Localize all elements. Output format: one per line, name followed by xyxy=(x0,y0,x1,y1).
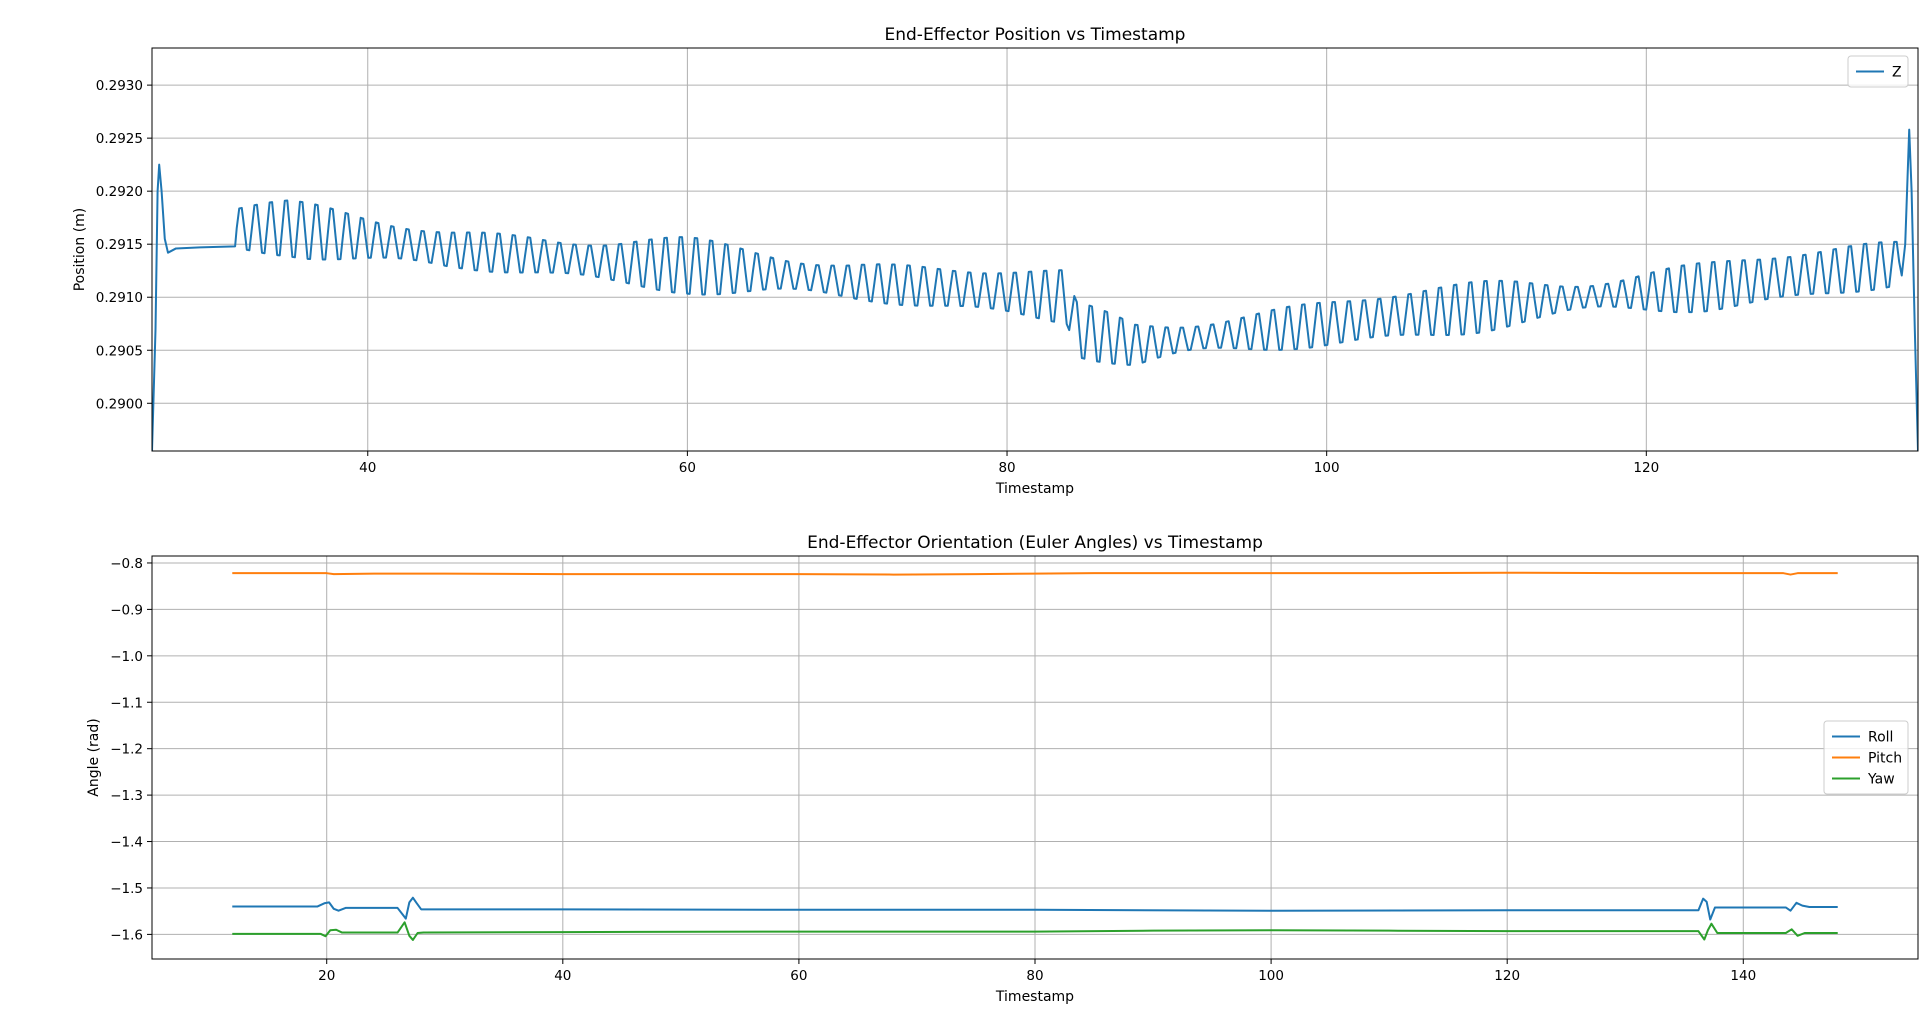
orientation-y-tick-label: −1.4 xyxy=(110,835,143,851)
position-y-tick-label: 0.2915 xyxy=(96,237,143,253)
position-x-tick-label: 60 xyxy=(679,460,696,476)
position-y-tick-label: 0.2900 xyxy=(96,396,143,412)
orientation-y-tick-label: −1.3 xyxy=(110,788,143,804)
orientation-x-tick-label: 60 xyxy=(790,968,807,984)
orientation-x-tick-label: 100 xyxy=(1258,968,1284,984)
orientation-grid xyxy=(152,556,1918,959)
position-plot-frame xyxy=(151,47,1919,452)
orientation-legend: Roll Pitch Yaw xyxy=(1823,720,1909,795)
orientation-series-yaw-line xyxy=(232,921,1838,941)
orientation-series xyxy=(232,571,1838,941)
orientation-x-tick-label: 20 xyxy=(318,968,335,984)
position-chart-title: End-Effector Position vs Timestamp xyxy=(885,25,1186,45)
position-series xyxy=(152,128,1918,451)
position-y-tick-label: 0.2930 xyxy=(96,78,143,94)
orientation-y-tick-label: −1.2 xyxy=(110,742,143,758)
position-x-tick-label: 80 xyxy=(998,460,1015,476)
orientation-chart-title: End-Effector Orientation (Euler Angles) … xyxy=(807,533,1263,553)
orientation-y-axis-label: Angle (rad) xyxy=(86,718,102,796)
position-x-tick-label: 40 xyxy=(359,460,376,476)
orientation-chart: 20 40 60 80 100 120 140 −0.8 −0.9 −1.0 −1.1 −1.2 −1.… xyxy=(86,533,1919,1005)
orientation-legend-label-yaw: Yaw xyxy=(1867,772,1895,788)
orientation-series-pitch-line xyxy=(232,571,1838,576)
position-x-axis-label: Timestamp xyxy=(995,481,1074,497)
orientation-y-tick-label: −1.5 xyxy=(110,881,143,897)
position-legend-label-z: Z xyxy=(1892,65,1902,81)
position-grid xyxy=(152,48,1918,451)
position-legend: Z xyxy=(1847,55,1909,88)
orientation-y-tick-label: −0.8 xyxy=(110,556,143,572)
orientation-y-tick-label: −0.9 xyxy=(110,602,143,618)
orientation-series-roll-line xyxy=(232,896,1838,921)
position-y-tick-label: 0.2925 xyxy=(96,131,143,147)
position-series-z-line xyxy=(152,128,1918,451)
position-y-tick-label: 0.2910 xyxy=(96,290,143,306)
orientation-x-tick-label: 40 xyxy=(554,968,571,984)
orientation-x-axis-label: Timestamp xyxy=(995,989,1074,1005)
orientation-y-tick-label: −1.1 xyxy=(110,695,143,711)
orientation-x-tick-label: 120 xyxy=(1494,968,1520,984)
orientation-legend-label-roll: Roll xyxy=(1868,730,1893,746)
orientation-legend-box xyxy=(1823,720,1909,795)
position-y-tick-label: 0.2905 xyxy=(96,343,143,359)
position-x-tick-label: 120 xyxy=(1633,460,1659,476)
orientation-ticks: 20 40 60 80 100 120 140 −0.8 −0.9 −1.0 −1.1 −1.2 −1.… xyxy=(110,556,1756,984)
position-chart: 40 60 80 100 120 0.2900 0.2905 0.2910 0.2915 0.29… xyxy=(72,25,1919,497)
orientation-legend-label-pitch: Pitch xyxy=(1868,751,1902,767)
position-y-tick-label: 0.2920 xyxy=(96,184,143,200)
orientation-y-tick-label: −1.0 xyxy=(110,649,143,665)
orientation-x-tick-label: 80 xyxy=(1026,968,1043,984)
position-y-axis-label: Position (m) xyxy=(72,208,88,292)
orientation-y-tick-label: −1.6 xyxy=(110,927,143,943)
orientation-x-tick-label: 140 xyxy=(1730,968,1756,984)
position-x-tick-label: 100 xyxy=(1314,460,1340,476)
position-ticks: 40 60 80 100 120 0.2900 0.2905 0.2910 0.2915 0.29… xyxy=(96,78,1659,476)
